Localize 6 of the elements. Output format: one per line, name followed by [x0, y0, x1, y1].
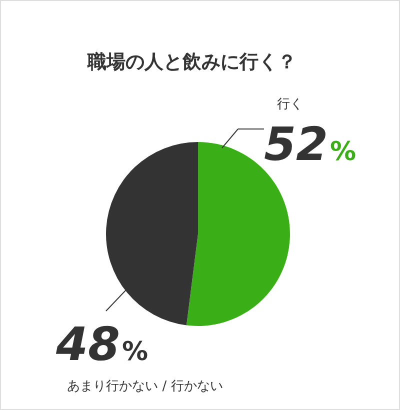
data-label: 52% — [264, 117, 356, 171]
slice-label: 行く — [277, 97, 303, 112]
pie-slice — [106, 142, 198, 326]
data-label: 48% — [55, 317, 148, 371]
chart-title: 職場の人と飲みに行く？ — [86, 51, 296, 73]
slice-label: あまり行かない / 行かない — [67, 379, 223, 394]
